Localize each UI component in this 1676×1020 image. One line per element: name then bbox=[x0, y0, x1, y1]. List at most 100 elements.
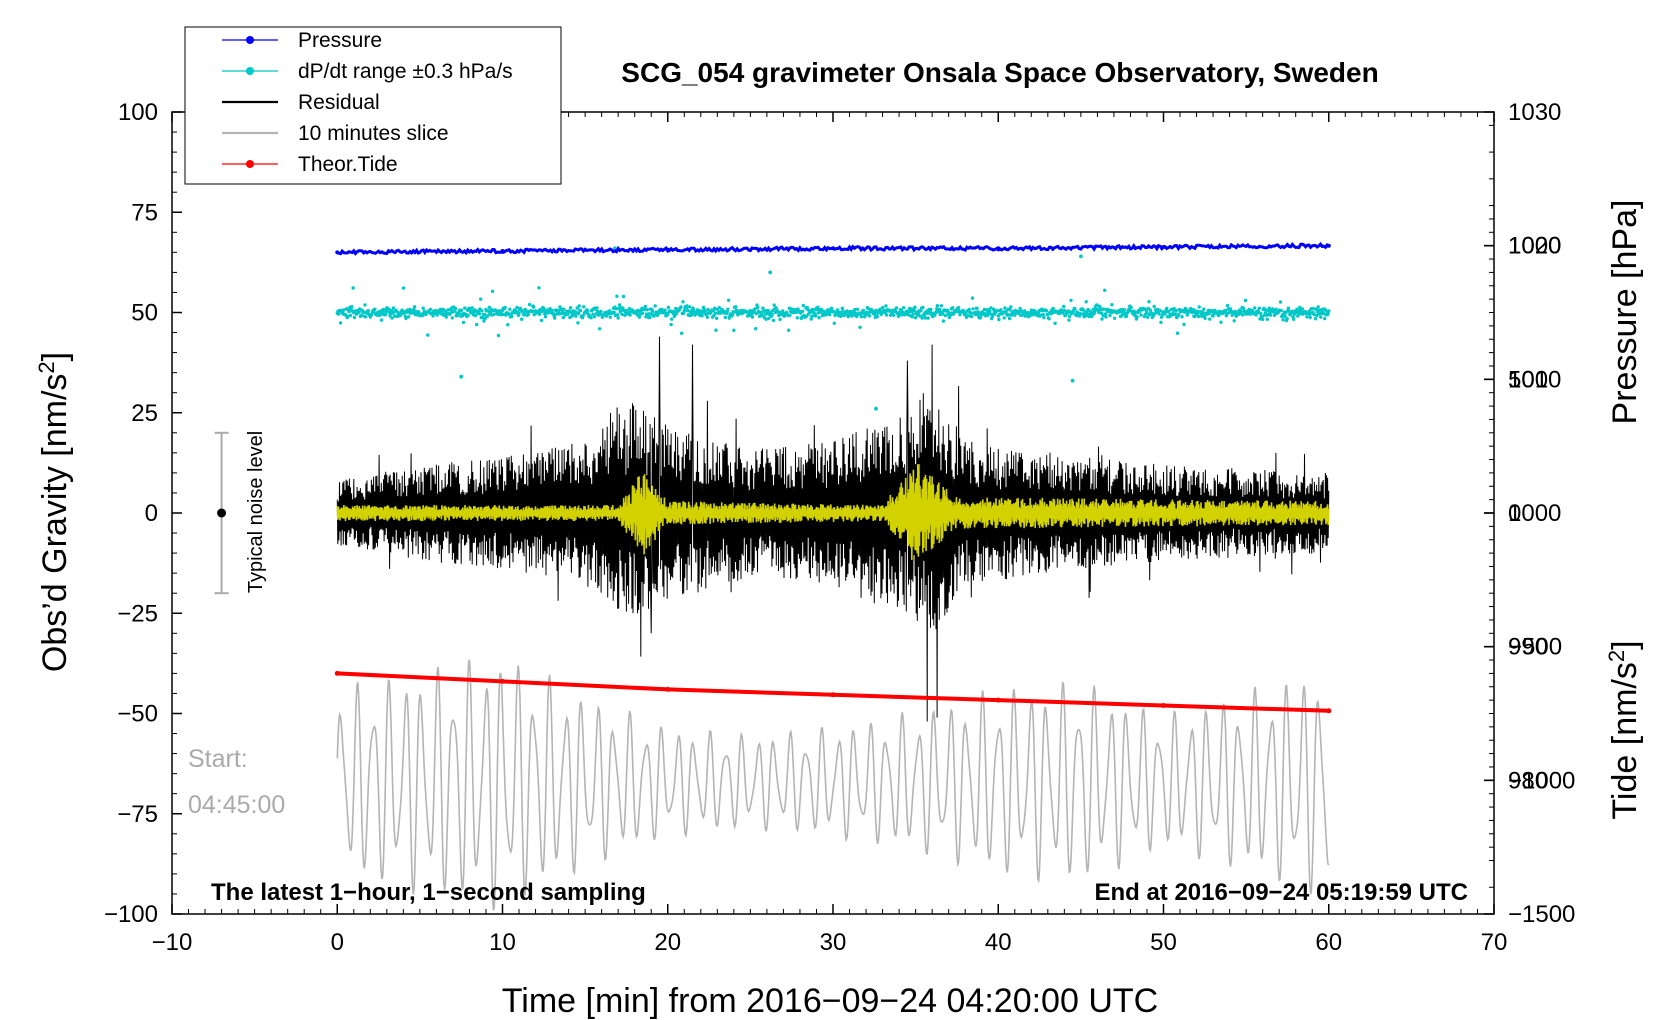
dpdt-point bbox=[950, 306, 955, 310]
dpdt-point bbox=[412, 305, 417, 309]
dpdt-point bbox=[1120, 313, 1124, 318]
smoothed-residual-line bbox=[336, 464, 1330, 560]
dpdt-point bbox=[1038, 313, 1043, 317]
dpdt-point bbox=[1003, 306, 1007, 310]
dpdt-point bbox=[970, 296, 975, 300]
dpdt-point bbox=[481, 316, 485, 320]
dpdt-point bbox=[1191, 307, 1195, 312]
dpdt-point bbox=[1147, 300, 1151, 304]
dpdt-point bbox=[477, 312, 482, 316]
tide-point bbox=[1161, 703, 1166, 708]
y-tick-label: −75 bbox=[117, 801, 158, 828]
dpdt-point bbox=[1103, 312, 1108, 316]
legend-label: Pressure bbox=[298, 29, 382, 52]
dpdt-point bbox=[910, 309, 914, 314]
legend-box bbox=[184, 26, 562, 185]
dpdt-point bbox=[1258, 317, 1262, 321]
dpdt-point bbox=[1145, 315, 1150, 319]
dpdt-point bbox=[781, 309, 785, 313]
dpdt-point bbox=[1196, 314, 1201, 319]
dpdt-point bbox=[892, 313, 896, 317]
pressure-tick-label: 980 bbox=[1508, 767, 1548, 794]
y-tick-label: 75 bbox=[131, 199, 158, 226]
dpdt-point bbox=[941, 319, 946, 323]
dpdt-point bbox=[1157, 312, 1161, 316]
x-tick-label: 50 bbox=[1150, 929, 1177, 956]
dpdt-point bbox=[679, 305, 683, 309]
dpdt-point bbox=[726, 307, 730, 311]
dpdt-point bbox=[1316, 305, 1320, 309]
dpdt-point bbox=[615, 294, 619, 298]
dpdt-point bbox=[1267, 306, 1272, 310]
dpdt-point bbox=[480, 309, 484, 313]
dpdt-point bbox=[1067, 314, 1072, 318]
dpdt-point bbox=[941, 312, 945, 316]
dpdt-point bbox=[428, 307, 433, 312]
dpdt-point bbox=[935, 304, 940, 308]
dpdt-point bbox=[562, 307, 566, 311]
x-axis-title: Time [min] from 2016−09−24 04:20:00 UTC bbox=[502, 982, 1158, 1020]
legend-swatch-dot bbox=[246, 67, 254, 75]
dpdt-point bbox=[492, 312, 496, 317]
legend-swatch-dot bbox=[246, 36, 254, 44]
dpdt-point bbox=[1004, 309, 1008, 314]
dpdt-point bbox=[1081, 308, 1086, 312]
dpdt-point bbox=[760, 313, 764, 318]
dpdt-point bbox=[576, 311, 581, 316]
dpdt-outlier-point bbox=[768, 270, 773, 275]
dpdt-point bbox=[1218, 312, 1222, 316]
x-tick-label: 40 bbox=[985, 929, 1012, 956]
dpdt-point bbox=[1298, 305, 1302, 310]
dpdt-point bbox=[1202, 307, 1206, 311]
dpdt-point bbox=[1265, 317, 1270, 321]
dpdt-point bbox=[391, 306, 396, 310]
dpdt-point bbox=[674, 312, 678, 316]
dpdt-point bbox=[1241, 313, 1245, 317]
tide-point bbox=[995, 697, 1001, 703]
dpdt-point bbox=[466, 313, 470, 318]
dpdt-point bbox=[978, 316, 983, 320]
dpdt-point bbox=[1279, 308, 1283, 313]
legend-swatch-dot bbox=[246, 160, 254, 168]
dpdt-point bbox=[421, 306, 425, 310]
dpdt-point bbox=[387, 307, 391, 311]
dpdt-point bbox=[444, 309, 448, 313]
dpdt-point bbox=[974, 312, 978, 317]
dpdt-point bbox=[1177, 312, 1181, 317]
pressure-point bbox=[1161, 245, 1166, 249]
dpdt-point bbox=[1321, 311, 1326, 316]
dpdt-point bbox=[426, 333, 430, 337]
dpdt-point bbox=[920, 316, 924, 320]
dpdt-point bbox=[635, 313, 639, 317]
dpdt-point bbox=[352, 315, 357, 320]
dpdt-point bbox=[902, 306, 906, 310]
y-tick-label: 25 bbox=[131, 400, 158, 427]
dpdt-point bbox=[726, 298, 731, 302]
dpdt-point bbox=[670, 317, 674, 321]
dpdt-point bbox=[1270, 307, 1275, 311]
dpdt-point bbox=[713, 306, 717, 310]
dpdt-point bbox=[487, 305, 491, 309]
tide-tick-label: 0 bbox=[1508, 500, 1521, 527]
dpdt-point bbox=[446, 308, 450, 312]
dpdt-point bbox=[1310, 306, 1314, 311]
dpdt-point bbox=[715, 316, 719, 320]
dpdt-point bbox=[543, 315, 548, 319]
dpdt-point bbox=[558, 305, 562, 309]
dpdt-point bbox=[935, 307, 939, 311]
dpdt-point bbox=[1308, 315, 1312, 320]
dpdt-point bbox=[816, 305, 820, 309]
dpdt-point bbox=[1211, 314, 1215, 318]
dpdt-point bbox=[1041, 313, 1045, 317]
dpdt-point bbox=[1067, 318, 1071, 322]
tide-tick-label: 1000 bbox=[1508, 233, 1561, 260]
dpdt-point bbox=[553, 316, 557, 320]
dpdt-point bbox=[754, 327, 758, 331]
dpdt-point bbox=[748, 309, 753, 313]
dpdt-point bbox=[1159, 320, 1163, 324]
y-tick-label: 0 bbox=[145, 500, 158, 527]
dpdt-point bbox=[383, 313, 388, 317]
dpdt-point bbox=[926, 316, 930, 320]
dpdt-point bbox=[1219, 320, 1223, 324]
x-tick-label: −10 bbox=[152, 929, 193, 956]
